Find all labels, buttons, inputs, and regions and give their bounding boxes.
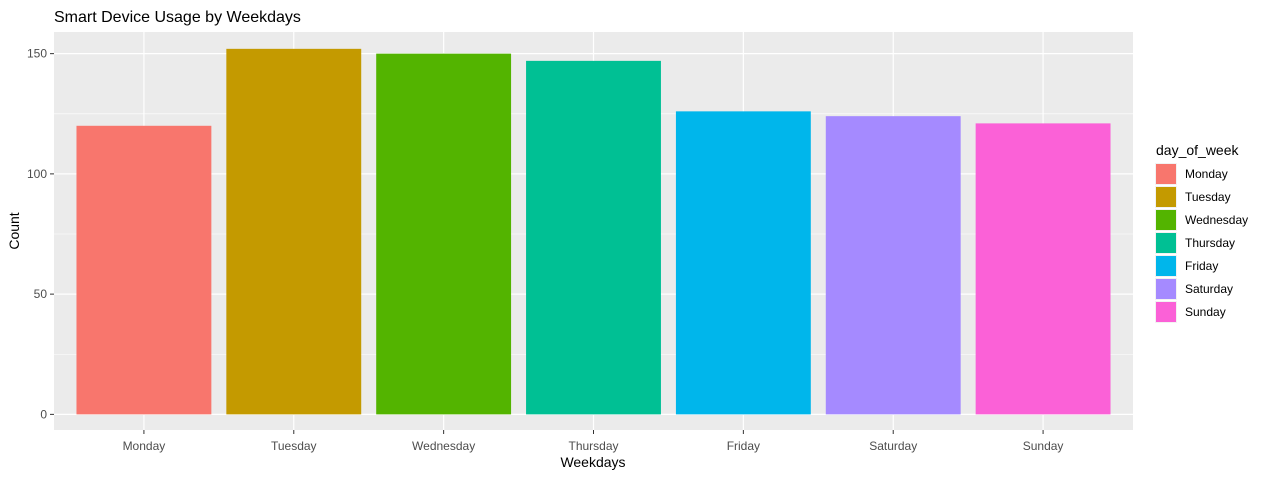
x-tick-label: Tuesday [271, 439, 317, 453]
x-axis: Monday Tuesday Wednesday Thursday Friday Satu… [123, 430, 1064, 453]
legend-label: Friday [1185, 259, 1218, 273]
y-axis: 0 50 100 150 [27, 47, 54, 421]
legend: day_of_week Monday Tuesday Wednesday Thursd… [1155, 142, 1248, 323]
y-tick-label: 0 [40, 407, 47, 421]
x-tick-label: Friday [727, 439, 760, 453]
legend-swatch-tuesday [1156, 187, 1176, 207]
bar-thursday [526, 60, 661, 415]
x-tick-label: Sunday [1023, 439, 1064, 453]
bar-sunday [975, 123, 1111, 415]
legend-label: Sunday [1185, 305, 1226, 319]
bar-wednesday [376, 53, 512, 415]
legend-items: Monday Tuesday Wednesday Thursday Friday Satu… [1155, 163, 1248, 323]
x-tick-label: Saturday [869, 439, 917, 453]
y-tick-label: 100 [27, 167, 47, 181]
legend-label: Monday [1185, 167, 1228, 181]
legend-swatch-friday [1156, 256, 1176, 276]
chart-title: Smart Device Usage by Weekdays [54, 9, 301, 26]
bar-friday [675, 111, 811, 415]
bar-saturday [825, 116, 961, 415]
legend-label: Saturday [1185, 282, 1233, 296]
bars [76, 48, 1111, 415]
y-axis-title: Count [6, 212, 22, 249]
legend-swatch-thursday [1156, 233, 1176, 253]
y-tick-label: 50 [34, 287, 48, 301]
x-tick-label: Wednesday [412, 439, 475, 453]
x-axis-title: Weekdays [560, 454, 625, 470]
legend-swatch-saturday [1156, 279, 1176, 299]
legend-swatch-sunday [1156, 302, 1176, 322]
x-tick-label: Monday [123, 439, 166, 453]
legend-swatch-wednesday [1156, 210, 1176, 230]
legend-label: Thursday [1185, 236, 1235, 250]
x-tick-label: Thursday [568, 439, 618, 453]
y-tick-label: 150 [27, 47, 47, 61]
legend-label: Wednesday [1185, 213, 1248, 227]
legend-title: day_of_week [1156, 142, 1240, 158]
bar-monday [76, 125, 212, 415]
bar-tuesday [226, 48, 362, 415]
legend-swatch-monday [1156, 164, 1176, 184]
legend-label: Tuesday [1185, 190, 1231, 204]
